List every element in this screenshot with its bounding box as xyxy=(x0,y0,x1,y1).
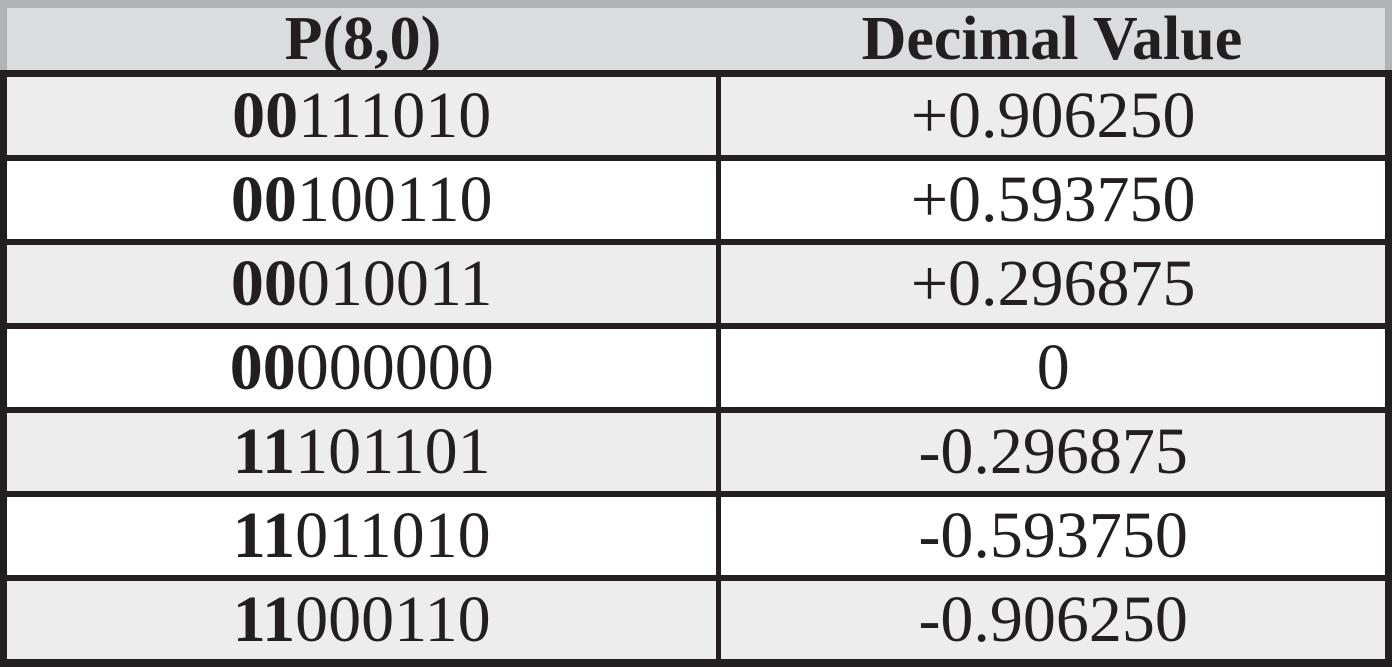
sign-bits: 11 xyxy=(232,582,296,656)
binary-value-cell: 11101101 xyxy=(0,406,722,497)
sign-bits: 00 xyxy=(229,330,296,404)
magnitude-bits: 100110 xyxy=(296,163,493,237)
decimal-value-cell: +0.296875 xyxy=(716,239,1392,329)
table-body: 00111010 +0.906250 00100110 +0.593750 000100… xyxy=(0,70,1392,667)
magnitude-bits: 010011 xyxy=(296,246,493,320)
binary-value-cell: 11011010 xyxy=(0,490,722,581)
binary-value-cell: 00100110 xyxy=(0,155,722,245)
decimal-value-cell: -0.296875 xyxy=(716,406,1392,497)
decimal-value-cell: -0.593750 xyxy=(716,490,1392,581)
table-row: 00100110 +0.593750 xyxy=(0,155,1392,245)
sign-bits: 00 xyxy=(230,163,297,237)
sign-bits: 11 xyxy=(232,498,296,572)
table-row: 11101101 -0.296875 xyxy=(0,406,1392,497)
binary-value-cell: 00010011 xyxy=(0,239,722,329)
magnitude-bits: 101101 xyxy=(295,414,491,488)
table-row: 00010011 +0.296875 xyxy=(0,239,1392,329)
table-header: P(8,0) Decimal Value xyxy=(0,0,1392,77)
column-header-decimal-value: Decimal Value xyxy=(718,0,1392,77)
decimal-value-cell: +0.593750 xyxy=(716,155,1392,245)
table-row: 00000000 0 xyxy=(0,322,1392,413)
table-row: 11000110 -0.906250 xyxy=(0,574,1392,667)
sign-bits: 00 xyxy=(232,79,299,153)
binary-value-cell: 00111010 xyxy=(0,70,722,162)
table-row: 00111010 +0.906250 xyxy=(0,70,1392,162)
header-row: P(8,0) Decimal Value xyxy=(0,0,1392,77)
column-header-p80: P(8,0) xyxy=(0,0,719,77)
table-row: 11011010 -0.593750 xyxy=(0,490,1392,581)
magnitude-bits: 011010 xyxy=(295,498,491,572)
magnitude-bits: 111010 xyxy=(298,79,492,153)
magnitude-bits: 000000 xyxy=(295,330,494,404)
binary-value-cell: 00000000 xyxy=(0,322,722,413)
binary-value-cell: 11000110 xyxy=(0,574,722,667)
sign-bits: 00 xyxy=(230,246,297,320)
sign-bits: 11 xyxy=(232,414,296,488)
decimal-value-cell: -0.906250 xyxy=(716,574,1392,667)
decimal-value-cell: 0 xyxy=(716,322,1392,413)
decimal-value-cell: +0.906250 xyxy=(716,70,1392,162)
magnitude-bits: 000110 xyxy=(295,582,491,656)
